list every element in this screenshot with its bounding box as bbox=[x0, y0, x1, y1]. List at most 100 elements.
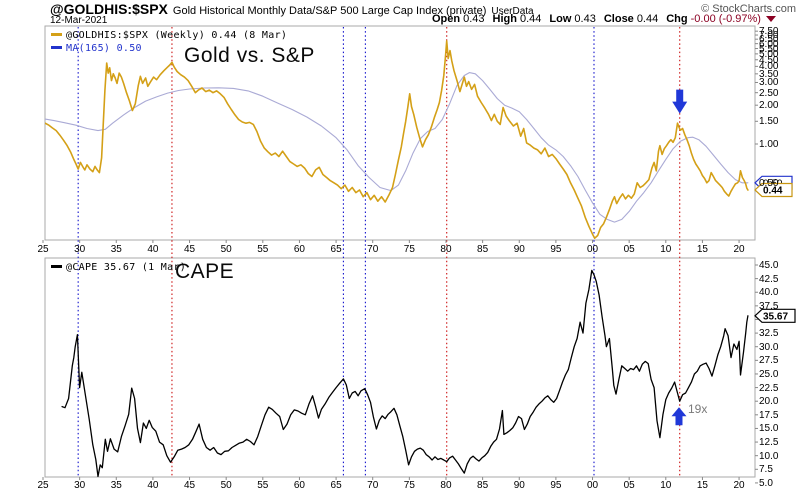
x-axis-label: 25 bbox=[37, 244, 49, 255]
stockcharts-copyright: © StockCharts.com bbox=[701, 3, 796, 15]
x-axis-label: 65 bbox=[330, 244, 342, 255]
x-axis-label: 95 bbox=[550, 480, 562, 491]
x-axis-label: 65 bbox=[330, 480, 342, 491]
y-axis-label: 5.50 bbox=[759, 43, 779, 55]
cape-19x-annotation: 19x bbox=[688, 402, 708, 416]
y-axis-label: 12.5 bbox=[759, 437, 779, 449]
x-axis-label: 45 bbox=[183, 244, 196, 255]
low-label: Low bbox=[549, 13, 572, 25]
data-source-label: UserData bbox=[491, 6, 534, 17]
bottom-panel-title: CAPE bbox=[175, 260, 235, 283]
y-axis-label: 45.0 bbox=[759, 260, 779, 271]
ratio-line-swatch-icon bbox=[51, 32, 62, 36]
x-axis-label: 30 bbox=[74, 480, 86, 491]
y-axis-label: 0.50 bbox=[759, 177, 779, 189]
x-axis-label: 40 bbox=[147, 244, 159, 255]
top-panel-legend-ma: MA(165) 0.50 bbox=[51, 43, 142, 54]
top-legend-text: @GOLDHIS:$SPX (Weekly) 0.44 (8 Mar) bbox=[66, 30, 288, 41]
y-axis-label: 7.5 bbox=[759, 464, 773, 476]
cape-legend-text: @CAPE 35.67 (1 Mar) bbox=[66, 262, 187, 273]
y-axis-label: 3.00 bbox=[759, 77, 779, 89]
y-axis-label: 27.5 bbox=[759, 355, 779, 367]
axis-value-badge bbox=[754, 308, 796, 323]
axis-value-badge bbox=[754, 182, 793, 198]
top-panel-title: Gold vs. S&P bbox=[184, 44, 315, 67]
y-axis-label: 30.0 bbox=[759, 341, 779, 353]
x-axis-label: 10 bbox=[660, 480, 672, 491]
y-axis-label: 7.50 bbox=[759, 26, 779, 38]
x-axis-label: 20 bbox=[733, 480, 745, 491]
y-axis-label: 4.00 bbox=[759, 61, 779, 73]
chg-label: Chg bbox=[666, 13, 688, 25]
x-axis-label: 20 bbox=[733, 244, 745, 255]
price-down-triangle-icon bbox=[765, 16, 776, 22]
x-axis-label: 70 bbox=[367, 244, 379, 255]
axis-value-badge-text: 35.67 bbox=[763, 311, 788, 322]
x-axis-label: 35 bbox=[110, 480, 122, 491]
chart-date: 12-Mar-2021 bbox=[50, 15, 108, 26]
open-value: 0.43 bbox=[463, 13, 485, 25]
blue-down-arrow-icon bbox=[672, 89, 688, 114]
x-axis-label: 10 bbox=[660, 244, 672, 255]
x-axis-label: 60 bbox=[293, 244, 305, 255]
x-axis-label: 70 bbox=[367, 480, 379, 491]
y-axis-label: 2.00 bbox=[759, 100, 779, 112]
panel-border bbox=[44, 25, 756, 241]
x-axis-label: 15 bbox=[696, 480, 708, 491]
y-axis-label: 6.00 bbox=[759, 38, 779, 50]
y-axis-label: 32.5 bbox=[759, 328, 779, 340]
y-axis-label: 1.50 bbox=[759, 116, 779, 128]
y-axis-label: 5.0 bbox=[759, 477, 773, 489]
cape-line-swatch-icon bbox=[51, 264, 62, 268]
chart-header: @GOLDHIS:$SPX Gold Historical Monthly Dat… bbox=[50, 1, 534, 19]
y-axis-label: 20.0 bbox=[759, 396, 779, 408]
x-axis-label: 50 bbox=[220, 244, 232, 255]
close-value: 0.44 bbox=[636, 13, 659, 25]
y-axis-label: 42.5 bbox=[759, 273, 779, 285]
x-axis-label: 40 bbox=[147, 480, 159, 491]
x-axis-label: 95 bbox=[550, 244, 562, 255]
x-axis-label: 45 bbox=[183, 480, 196, 491]
ma-line-swatch-icon bbox=[51, 45, 62, 49]
ma-legend-text: MA(165) 0.50 bbox=[66, 43, 142, 54]
open-label: Open bbox=[432, 13, 461, 25]
y-axis-label: 25.0 bbox=[759, 368, 779, 380]
symbol-description: Gold Historical Monthly Data/S&P 500 Lar… bbox=[172, 5, 487, 17]
x-axis-label: 90 bbox=[513, 244, 525, 255]
x-axis-label: 60 bbox=[293, 480, 305, 491]
close-label: Close bbox=[603, 13, 634, 25]
high-value: 0.44 bbox=[520, 13, 542, 25]
y-axis-label: 15.0 bbox=[759, 423, 779, 435]
x-axis-label: 30 bbox=[74, 244, 86, 255]
x-axis-label: 55 bbox=[257, 480, 269, 491]
y-axis-label: 2.50 bbox=[759, 87, 779, 99]
y-axis-label: 4.50 bbox=[759, 54, 779, 66]
cape-line bbox=[61, 269, 749, 477]
y-axis-label: 10.0 bbox=[759, 450, 779, 462]
symbol-label: @GOLDHIS:$SPX bbox=[50, 1, 168, 17]
ohlc-quote-row: Open 0.43 High 0.44 Low 0.43 Close 0.44 Chg -0.00… bbox=[432, 13, 776, 25]
x-axis-label: 15 bbox=[696, 244, 708, 255]
gold-spx-ratio-line bbox=[45, 40, 749, 239]
x-axis-label: 00 bbox=[586, 480, 599, 491]
bottom-panel-legend-main: @CAPE 35.67 (1 Mar) bbox=[51, 262, 186, 273]
y-axis-label: 40.0 bbox=[759, 287, 779, 299]
x-axis-label: 50 bbox=[220, 480, 232, 491]
x-axis-label: 05 bbox=[623, 480, 635, 491]
x-axis-label: 80 bbox=[440, 480, 452, 491]
x-axis-label: 00 bbox=[586, 244, 599, 255]
blue-up-arrow-icon bbox=[671, 407, 687, 426]
y-axis-label: 7.00 bbox=[759, 30, 779, 42]
x-axis-label: 05 bbox=[623, 244, 635, 255]
low-value: 0.43 bbox=[574, 13, 596, 25]
y-axis-label: 5.00 bbox=[759, 48, 779, 60]
y-axis-label: 3.50 bbox=[759, 68, 779, 80]
chg-value: -0.00 (-0.97%) bbox=[690, 13, 761, 25]
x-axis-label: 90 bbox=[513, 480, 525, 491]
x-axis-label: 75 bbox=[403, 244, 415, 255]
top-panel-legend-main: @GOLDHIS:$SPX (Weekly) 0.44 (8 Mar) bbox=[51, 30, 287, 41]
axis-value-badge-text: 0.44 bbox=[763, 185, 783, 196]
high-label: High bbox=[492, 13, 517, 25]
